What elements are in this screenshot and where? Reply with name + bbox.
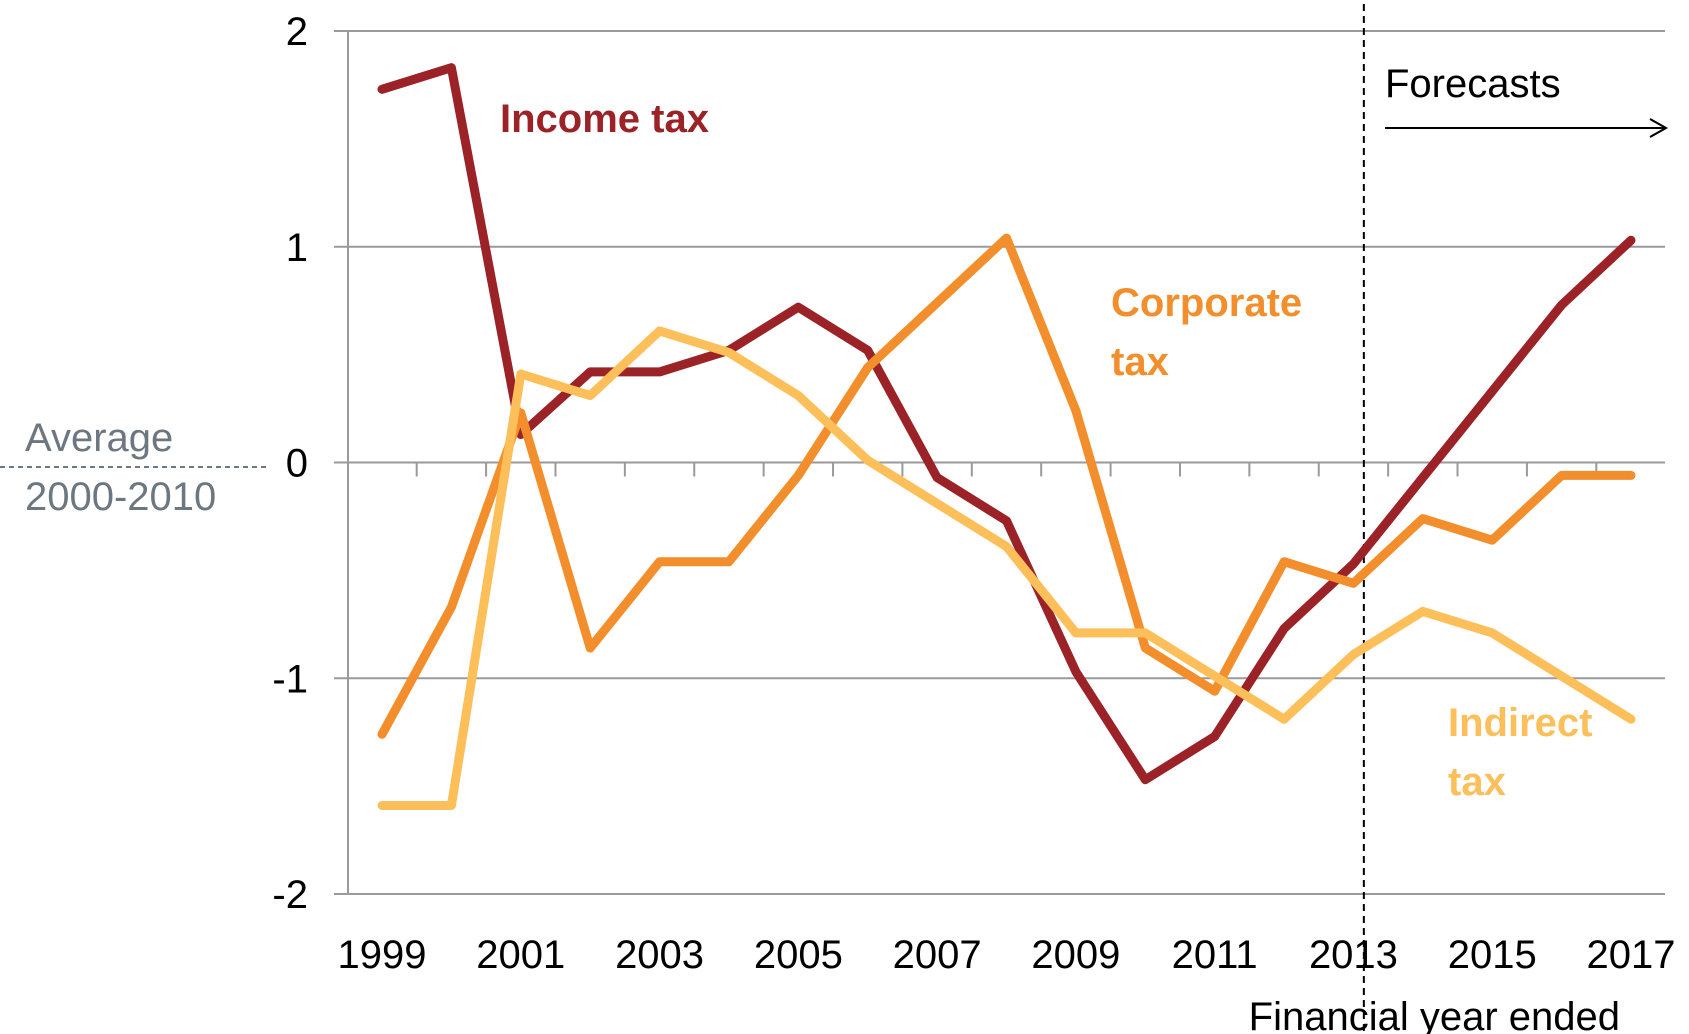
data-point — [378, 85, 386, 94]
data-point — [1002, 542, 1011, 551]
data-point — [1280, 715, 1289, 724]
data-point — [447, 63, 456, 72]
data-point — [794, 303, 803, 312]
data-point — [724, 348, 733, 357]
y-tick-label: -2 — [272, 873, 308, 917]
x-tick-label: 2005 — [754, 933, 843, 977]
series-0 — [377, 63, 1636, 785]
x-tick-label: 2015 — [1448, 933, 1537, 977]
data-point — [1141, 628, 1150, 637]
data-point — [1418, 514, 1427, 523]
data-point — [1002, 234, 1011, 243]
data-point — [378, 730, 386, 739]
data-point — [1280, 557, 1289, 566]
series-line — [377, 233, 1636, 739]
data-point — [1071, 628, 1080, 637]
data-point — [1349, 650, 1358, 659]
data-point — [1627, 236, 1635, 245]
data-point — [1557, 471, 1566, 480]
data-point — [1488, 536, 1497, 545]
data-point — [1280, 624, 1289, 633]
series-layer — [377, 63, 1636, 810]
data-point — [1141, 775, 1150, 784]
y-tick-label: 2 — [286, 10, 308, 54]
data-point — [586, 644, 595, 653]
data-point — [724, 557, 733, 566]
data-point — [1488, 387, 1497, 396]
data-point — [586, 391, 595, 400]
data-point — [1071, 667, 1080, 676]
y-tick-label: 0 — [286, 442, 308, 486]
data-point — [655, 326, 664, 335]
series-label: Corporate — [1111, 281, 1302, 325]
data-point — [933, 499, 942, 508]
x-tick-label: 2003 — [615, 933, 704, 977]
data-point — [1349, 559, 1358, 568]
data-point — [447, 801, 456, 810]
data-point — [1627, 715, 1635, 724]
series-label: tax — [1111, 340, 1169, 384]
forecast-label: Forecasts — [1385, 62, 1561, 106]
data-point — [1418, 607, 1427, 616]
data-point — [378, 801, 386, 810]
y-tick-label: -1 — [272, 657, 308, 701]
x-tick-label: 2011 — [1172, 933, 1258, 977]
data-point — [863, 363, 872, 372]
data-point — [933, 473, 942, 482]
data-point — [1627, 471, 1635, 480]
data-point — [586, 367, 595, 376]
data-point — [794, 391, 803, 400]
forecast-arrow-head — [1649, 118, 1669, 138]
data-point — [1210, 672, 1219, 681]
x-tick-label: 1999 — [338, 933, 427, 977]
series-1 — [377, 233, 1636, 739]
data-point — [1141, 644, 1150, 653]
x-tick-label: 2009 — [1031, 933, 1120, 977]
data-point — [1349, 579, 1358, 588]
data-point — [1210, 732, 1219, 741]
axis-layer: 2 1 0 -1 -2 1999 2001 2003 2005 2007 2009 2011 2013 2… — [272, 4, 1675, 1034]
data-point — [1488, 628, 1497, 637]
data-point — [655, 557, 664, 566]
data-point — [1557, 672, 1566, 681]
data-point — [863, 456, 872, 465]
x-tick-label: 2013 — [1309, 933, 1398, 977]
x-tick-label: 2001 — [476, 933, 565, 977]
x-tick-label: 2007 — [893, 933, 982, 977]
series-label: Income tax — [500, 97, 709, 141]
average-label-line2: 2000-2010 — [25, 475, 216, 519]
series-2 — [377, 326, 1636, 810]
data-point — [516, 370, 525, 379]
data-point — [1002, 516, 1011, 525]
label-layer: Forecasts Average 2000-2010 Income tax Corpo… — [0, 62, 1669, 804]
x-axis-title: Financial year ended — [1249, 995, 1620, 1034]
y-tick-label: 1 — [286, 226, 308, 270]
data-point — [794, 471, 803, 480]
data-point — [1071, 406, 1080, 415]
data-point — [447, 603, 456, 612]
series-label: Indirect — [1448, 701, 1592, 745]
series-line — [377, 63, 1636, 785]
data-point — [1210, 687, 1219, 696]
data-point — [863, 346, 872, 355]
average-label-line1: Average — [25, 416, 173, 460]
series-label: tax — [1448, 760, 1506, 804]
data-point — [655, 367, 664, 376]
x-tick-label: 2017 — [1587, 933, 1676, 977]
data-point — [933, 298, 942, 307]
data-point — [1418, 473, 1427, 482]
data-point — [1557, 301, 1566, 310]
